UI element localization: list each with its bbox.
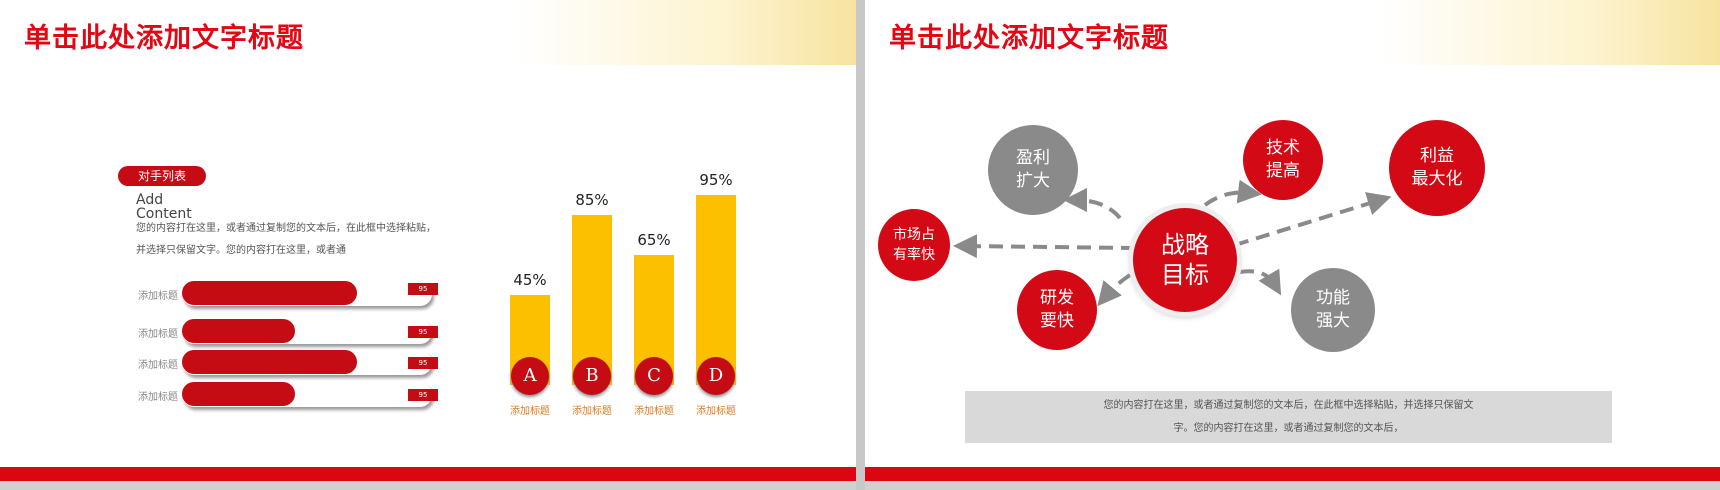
slide-2: 单击此处添加文字标题 盈利 扩大 技术 提高 利益 最大化 市场占 有率快 研发…: [865, 0, 1720, 490]
value-tag: 95: [408, 326, 438, 338]
text-box[interactable]: 您的内容打在这里，或者通过复制您的文本后，在此框中选择粘贴，并选择只保留文 字。…: [965, 391, 1612, 443]
value-tag: 95: [408, 283, 438, 295]
bar-B: [572, 215, 612, 385]
description-text: 您的内容打在这里，或者通过复制您的文本后，在此框中选择粘贴，并选择只保留文字。您…: [136, 223, 436, 256]
value-label: 65%: [637, 231, 671, 249]
arrow-function: [1239, 268, 1282, 296]
value-label: 85%: [575, 191, 609, 209]
bar-label: 添加标题: [138, 291, 178, 302]
bar-label: 添加标题: [138, 392, 178, 403]
category-title: 添加标题: [634, 406, 674, 417]
category-badge: B: [573, 357, 611, 395]
category-badge: D: [697, 357, 735, 395]
footer-bar: [865, 467, 1720, 481]
bar-fill: [182, 319, 295, 343]
value-label: 45%: [513, 271, 547, 289]
node-profit: 盈利 扩大: [988, 125, 1078, 215]
bar-D: [696, 195, 736, 385]
add-content-heading: Add Content: [136, 192, 192, 222]
category-title: 添加标题: [696, 406, 736, 417]
bar-label: 添加标题: [138, 360, 178, 371]
bar-fill: [182, 281, 357, 305]
footer-strip: [865, 481, 1720, 490]
category-title: 添加标题: [572, 406, 612, 417]
title-banner: [865, 0, 1720, 65]
arrow-benefit: [1234, 192, 1392, 247]
arrow-rd: [1097, 273, 1132, 307]
text-line: 您的内容打在这里，或者通过复制您的文本后，在此框中选择粘贴，并选择只保留文: [1103, 400, 1474, 411]
arrow-profit: [1063, 188, 1122, 220]
title-banner: [0, 0, 856, 65]
arrow-tech: [1203, 179, 1262, 207]
node-tech: 技术 提高: [1243, 120, 1323, 200]
value-tag: 95: [408, 357, 438, 369]
node-max-benefit: 利益 最大化: [1389, 120, 1485, 216]
slide-title[interactable]: 单击此处添加文字标题: [889, 23, 1169, 54]
competitor-list-pill: 对手列表: [118, 166, 206, 186]
bar-fill: [182, 382, 295, 406]
footer-bar: [0, 467, 856, 481]
node-rd: 研发 要快: [1017, 270, 1097, 350]
category-badge: C: [635, 357, 673, 395]
slide-title[interactable]: 单击此处添加文字标题: [24, 23, 304, 54]
node-strategy-goal: 战略 目标: [1133, 208, 1237, 312]
node-function: 功能 强大: [1291, 268, 1375, 352]
footer-strip: [0, 481, 856, 490]
dashed-arrows: [953, 179, 1392, 307]
category-title: 添加标题: [510, 406, 550, 417]
bar-fill: [182, 350, 357, 374]
slide-1: 单击此处添加文字标题 对手列表 Add Content 您的内容打在这里，或者通…: [0, 0, 856, 490]
text-line: 字。您的内容打在这里，或者通过复制您的文本后，: [1173, 423, 1404, 434]
arrow-market: [953, 234, 1136, 259]
bar-label: 添加标题: [138, 329, 178, 340]
value-tag: 95: [408, 389, 438, 401]
category-badge: A: [511, 357, 549, 395]
value-label: 95%: [699, 171, 733, 189]
node-market-share: 市场占 有率快: [878, 209, 950, 281]
